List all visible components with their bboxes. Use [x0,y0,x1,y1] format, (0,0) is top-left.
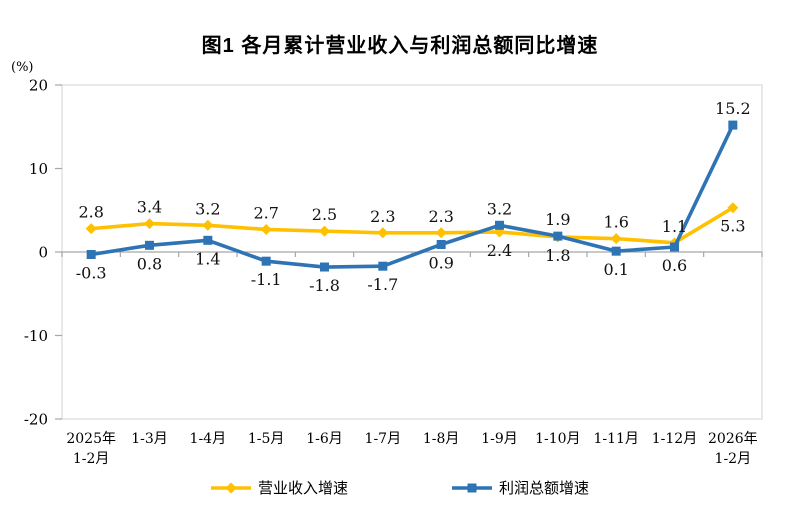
data-label-revenue: 1.6 [603,213,628,232]
data-label-profit: 3.2 [487,199,512,218]
x-axis-label: 1-3月 [131,431,168,447]
data-label-profit: 0.6 [662,256,687,275]
data-point-square-marker [553,231,563,241]
y-axis-tick-label: 0 [38,244,48,262]
data-label-profit: -1.1 [251,270,282,289]
legend-square-marker-icon [452,483,492,492]
data-label-profit: 1.9 [545,210,570,229]
series-line-revenue [89,205,735,245]
data-label-revenue: 2.7 [253,203,278,222]
data-label-revenue: 2.5 [312,205,337,224]
x-axis-label: 2025年 1-2月 [66,431,116,467]
x-axis-label: 1-5月 [248,431,285,447]
legend-item-profit: 利润总额增速 [452,477,589,498]
x-axis-label: 1-12月 [652,431,697,447]
x-axis-label: 1-9月 [481,431,518,447]
data-label-profit: -1.8 [309,276,340,295]
data-label-revenue: 5.3 [720,217,745,236]
data-point-square-marker [436,239,446,249]
data-point-diamond-marker [610,233,622,245]
x-axis-label: 1-6月 [306,431,343,447]
data-point-square-marker [611,246,621,256]
data-label-revenue: 1.8 [545,246,570,265]
x-axis-label: 1-7月 [365,431,402,447]
x-axis-label: 2026年 1-2月 [708,431,758,467]
data-label-profit: 0.1 [603,260,628,279]
data-label-revenue: 3.2 [195,199,220,218]
x-axis-label: 1-11月 [593,431,638,447]
y-axis-unit-label: (%) [11,60,34,75]
data-point-square-marker [670,242,679,252]
legend-item-revenue: 营业收入增速 [210,477,348,498]
y-axis-tick-label: -10 [24,327,48,345]
data-point-diamond-marker [260,223,272,235]
legend: 营业收入增速 利润总额增速 [0,477,800,498]
y-axis-tick-label: 20 [29,77,48,95]
data-point-square-marker [86,250,96,260]
data-label-profit: 15.2 [715,99,751,118]
data-point-square-marker [261,256,271,266]
data-label-profit: -1.7 [367,275,398,294]
data-label-profit: 0.8 [137,254,162,273]
data-point-square-marker [203,235,213,245]
data-label-revenue: 2.8 [78,203,103,222]
data-point-diamond-marker [144,218,155,230]
data-label-revenue: 1.1 [662,217,687,236]
data-point-square-marker [495,220,504,230]
legend-label-revenue: 营业收入增速 [257,479,348,497]
data-point-square-marker [728,120,738,130]
x-axis-label: 1-10月 [535,431,580,447]
data-point-diamond-marker [85,223,97,235]
data-point-square-marker [378,261,388,271]
data-point-diamond-marker [319,225,330,237]
chart-title: 图1 各月累计营业收入与利润总额同比增速 [201,35,599,57]
data-label-profit: -0.3 [76,264,107,283]
legend-label-profit: 利润总额增速 [499,479,590,497]
data-label-revenue: 2.4 [487,241,512,260]
data-label-profit: 1.4 [195,249,220,268]
data-label-profit: 0.9 [428,253,453,272]
data-point-square-marker [145,240,154,250]
data-point-diamond-marker [435,227,447,239]
data-point-diamond-marker [202,219,214,231]
legend-diamond-marker-icon [210,482,251,493]
y-axis-tick-label: -20 [24,411,48,429]
series-line-profit [89,123,735,269]
data-label-revenue: 2.3 [370,207,395,226]
data-point-diamond-marker [377,227,389,239]
data-label-revenue: 2.3 [428,207,453,226]
x-axis-label: 1-8月 [423,431,460,447]
x-axis-label: 1-4月 [190,431,227,447]
y-axis-tick-label: 10 [29,160,48,178]
data-point-diamond-marker [727,202,739,214]
data-label-revenue: 3.4 [137,198,162,217]
data-point-square-marker [320,262,329,272]
